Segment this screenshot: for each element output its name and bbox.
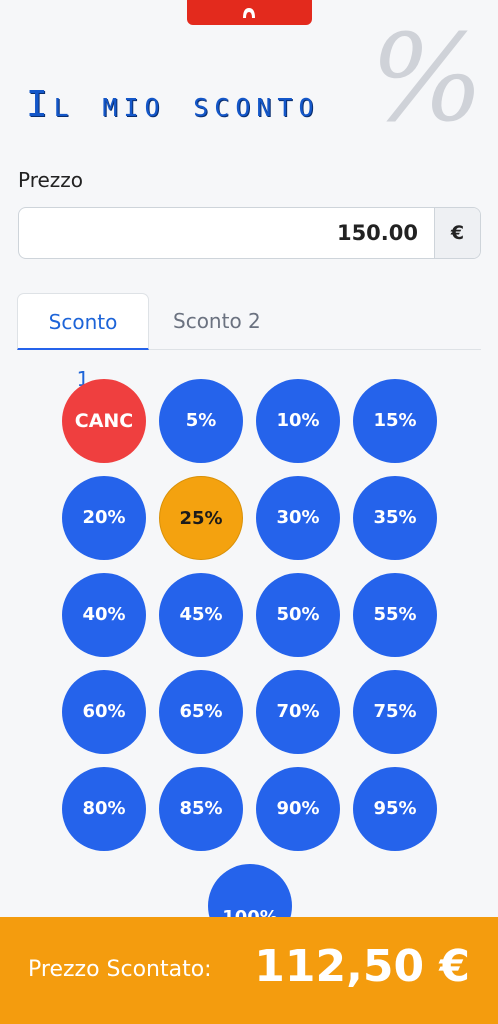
price-input[interactable]: 150.00 <box>336 221 418 245</box>
result-footer: Prezzo Scontato: 112,50 € <box>0 917 498 1024</box>
discount-button-95[interactable]: 95% <box>353 767 437 851</box>
discount-button-60[interactable]: 60% <box>62 670 146 754</box>
discount-button-30[interactable]: 30% <box>256 476 340 560</box>
discount-tabs: Sconto 1 Sconto 2 <box>17 293 481 391</box>
discount-button-90[interactable]: 90% <box>256 767 340 851</box>
price-input-group: 150.00 € <box>18 207 481 259</box>
discount-button-20[interactable]: 20% <box>62 476 146 560</box>
discount-button-55[interactable]: 55% <box>353 573 437 657</box>
app-title: Il mio sconto <box>26 84 320 125</box>
discount-button-70[interactable]: 70% <box>256 670 340 754</box>
tab-sconto-2[interactable]: Sconto 2 <box>173 309 261 333</box>
discounted-price-label: Prezzo Scontato: <box>28 957 212 982</box>
discount-button-50[interactable]: 50% <box>256 573 340 657</box>
discount-button-85[interactable]: 85% <box>159 767 243 851</box>
discount-button-45[interactable]: 45% <box>159 573 243 657</box>
discount-button-5[interactable]: 5% <box>159 379 243 463</box>
discounted-price-value: 112,50 € <box>254 941 470 992</box>
discount-button-10[interactable]: 10% <box>256 379 340 463</box>
top-pull-tab[interactable] <box>187 0 312 25</box>
cancel-button[interactable]: CANC <box>62 379 146 463</box>
discount-button-65[interactable]: 65% <box>159 670 243 754</box>
discount-button-25[interactable]: 25% <box>159 476 243 560</box>
discount-button-75[interactable]: 75% <box>353 670 437 754</box>
discount-button-40[interactable]: 40% <box>62 573 146 657</box>
discount-button-15[interactable]: 15% <box>353 379 437 463</box>
discount-button-35[interactable]: 35% <box>353 476 437 560</box>
price-label: Prezzo <box>18 168 84 192</box>
tab-sconto-1[interactable]: Sconto 1 <box>17 293 149 391</box>
discount-button-80[interactable]: 80% <box>62 767 146 851</box>
currency-addon: € <box>434 208 480 258</box>
percent-watermark-icon: % <box>370 10 485 149</box>
chevron-up-icon <box>243 8 255 18</box>
app-header: % Il mio sconto <box>0 20 498 140</box>
